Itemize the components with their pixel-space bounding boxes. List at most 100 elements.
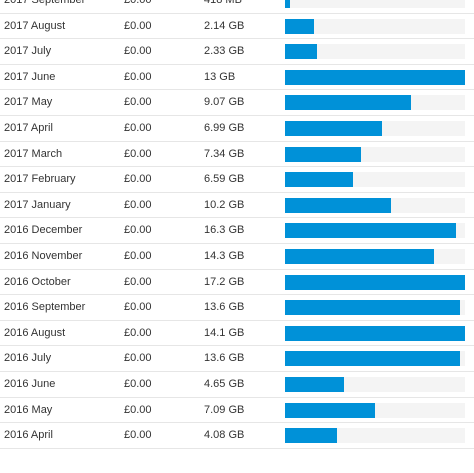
usage-bar-fill	[285, 44, 318, 60]
data-usage-value: 418 MB	[204, 0, 242, 6]
cost-value: £0.00	[124, 378, 152, 390]
month-label: 2017 July	[4, 45, 52, 58]
month-label: 2017 September	[4, 0, 86, 6]
table-row: 2016 November £0.00 14.3 GB	[0, 244, 474, 270]
usage-bar-fill	[285, 121, 383, 136]
cost-value: £0.00	[124, 250, 152, 262]
month-label: 2017 June	[4, 70, 56, 83]
usage-bar-fill	[285, 223, 456, 239]
usage-bar-track	[285, 274, 465, 290]
data-usage-value: 14.1 GB	[204, 326, 245, 339]
data-usage-value: 6.99 GB	[204, 122, 245, 134]
month-label: 2017 April	[4, 122, 53, 134]
table-row: 2016 October £0.00 17.2 GB	[0, 270, 474, 296]
cost-value: £0.00	[124, 198, 152, 211]
usage-bar-track	[285, 402, 465, 418]
month-label: 2017 May	[4, 96, 53, 109]
month-label: 2016 May	[4, 403, 53, 416]
data-usage-value: 4.65 GB	[204, 378, 245, 390]
usage-bar-fill	[285, 69, 465, 85]
table-row: 2016 December £0.00 16.3 GB	[0, 218, 474, 244]
cost-value: £0.00	[124, 122, 152, 134]
usage-bar-fill	[285, 18, 314, 34]
usage-bar-fill	[285, 428, 338, 444]
cost-value: £0.00	[124, 0, 152, 6]
usage-bar-track	[285, 121, 465, 136]
month-label: 2017 February	[4, 173, 76, 186]
cost-value: £0.00	[124, 352, 152, 365]
usage-bar-track	[285, 428, 465, 444]
table-row: 2017 May £0.00 9.07 GB	[0, 90, 474, 116]
usage-bar-track	[285, 172, 465, 188]
cost-value: £0.00	[124, 403, 152, 416]
table-row: 2016 August £0.00 14.1 GB	[0, 321, 474, 347]
data-usage-value: 6.59 GB	[204, 173, 245, 186]
usage-bar-track	[285, 223, 465, 239]
table-row: 2016 July £0.00 13.6 GB	[0, 346, 474, 372]
data-usage-value: 7.34 GB	[204, 147, 245, 160]
cost-value: £0.00	[124, 429, 152, 442]
table-row: 2017 April £0.00 6.99 GB	[0, 116, 474, 142]
table-row: 2017 February £0.00 6.59 GB	[0, 167, 474, 193]
usage-bar-track	[285, 0, 465, 8]
table-row: 2017 January £0.00 10.2 GB	[0, 193, 474, 219]
data-usage-value: 13 GB	[204, 70, 236, 83]
usage-bar-fill	[285, 274, 465, 290]
data-usage-value: 2.33 GB	[204, 45, 245, 58]
table-row: 2017 August £0.00 2.14 GB	[0, 14, 474, 40]
cost-value: £0.00	[124, 19, 152, 32]
month-label: 2016 November	[4, 250, 83, 262]
month-label: 2016 August	[4, 326, 66, 339]
data-usage-value: 16.3 GB	[204, 224, 245, 237]
usage-bar-track	[285, 351, 465, 367]
usage-bar-fill	[285, 377, 345, 392]
data-usage-value: 4.08 GB	[204, 429, 245, 442]
usage-bar-fill	[285, 300, 460, 316]
data-usage-value: 2.14 GB	[204, 19, 245, 32]
usage-bar-track	[285, 300, 465, 316]
month-label: 2016 July	[4, 352, 52, 365]
data-usage-value: 13.6 GB	[204, 352, 245, 365]
usage-bar-fill	[285, 402, 375, 418]
month-label: 2016 October	[4, 275, 71, 288]
table-row: 2016 September £0.00 13.6 GB	[0, 295, 474, 321]
usage-bar-track	[285, 325, 465, 341]
cost-value: £0.00	[124, 326, 152, 339]
usage-bar-fill	[285, 95, 411, 111]
data-usage-value: 7.09 GB	[204, 403, 245, 416]
month-label: 2016 December	[4, 224, 83, 237]
month-label: 2017 August	[4, 19, 66, 32]
cost-value: £0.00	[124, 96, 152, 109]
table-row: 2016 April £0.00 4.08 GB	[0, 423, 474, 449]
usage-bar-track	[285, 44, 465, 60]
usage-bar-track	[285, 377, 465, 392]
table-row: 2017 June £0.00 13 GB	[0, 65, 474, 91]
data-usage-value: 10.2 GB	[204, 198, 245, 211]
table-row: 2017 March £0.00 7.34 GB	[0, 142, 474, 168]
cost-value: £0.00	[124, 275, 152, 288]
month-label: 2016 September	[4, 301, 86, 314]
month-label: 2017 January	[4, 198, 71, 211]
month-label: 2016 April	[4, 429, 53, 442]
table-row: 2017 September £0.00 418 MB	[0, 0, 474, 14]
data-usage-value: 9.07 GB	[204, 96, 245, 109]
cost-value: £0.00	[124, 173, 152, 186]
table-row: 2017 July £0.00 2.33 GB	[0, 39, 474, 65]
usage-bar-track	[285, 95, 465, 111]
cost-value: £0.00	[124, 301, 152, 314]
usage-bar-fill	[285, 146, 361, 162]
usage-bar-fill	[285, 197, 392, 213]
month-label: 2017 March	[4, 147, 63, 160]
usage-bar-fill	[285, 351, 460, 367]
cost-value: £0.00	[124, 224, 152, 237]
usage-bar-track	[285, 197, 465, 213]
cost-value: £0.00	[124, 45, 152, 58]
usage-bar-fill	[285, 249, 435, 264]
usage-bar-track	[285, 249, 465, 264]
cost-value: £0.00	[124, 147, 152, 160]
usage-bar-track	[285, 69, 465, 85]
data-usage-value: 13.6 GB	[204, 301, 245, 314]
data-usage-value: 14.3 GB	[204, 250, 245, 262]
usage-bar-fill	[285, 325, 465, 341]
